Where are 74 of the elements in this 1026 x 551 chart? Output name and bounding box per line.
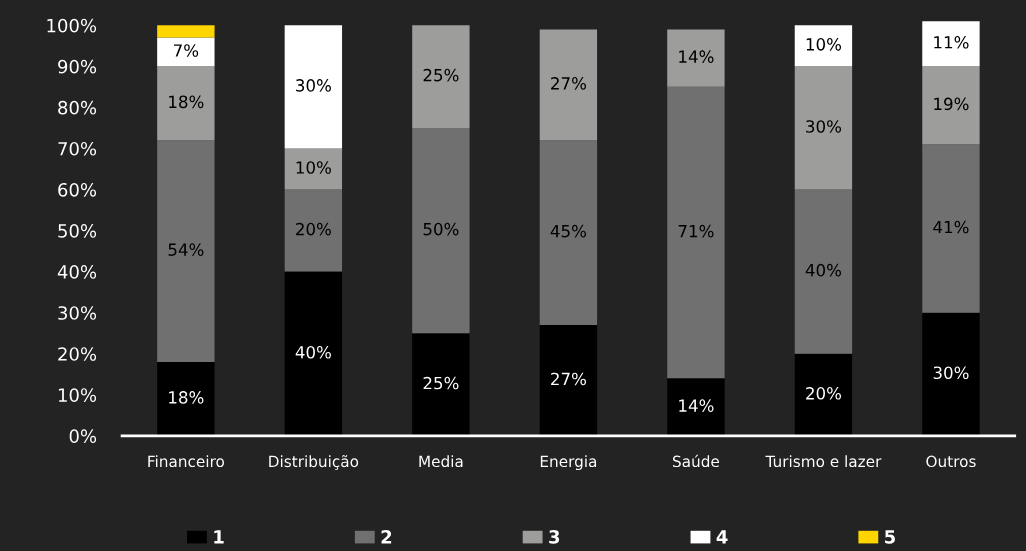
data-label: 20% — [806, 387, 842, 400]
x-tick-label: Media — [419, 455, 463, 468]
data-label: 71% — [678, 224, 714, 238]
bar — [794, 353, 853, 436]
bar — [412, 25, 470, 128]
data-label: 14% — [679, 50, 714, 63]
y-tick-label: 60% — [58, 182, 97, 197]
y-tick-label: 100% — [47, 18, 97, 33]
data-label: 10% — [296, 161, 331, 174]
bar — [284, 25, 343, 149]
bar — [539, 29, 598, 141]
data-label: 45% — [550, 224, 587, 238]
legend-label: 4 — [716, 530, 728, 544]
bar — [157, 361, 215, 436]
bar — [412, 127, 470, 334]
data-label: 50% — [423, 222, 459, 236]
bar — [794, 25, 853, 67]
bar — [922, 21, 980, 67]
data-label: 19% — [934, 97, 969, 111]
x-tick-label: Outros — [926, 455, 976, 468]
x-tick-label: Financeiro — [148, 455, 225, 468]
legend-label: 5 — [885, 530, 895, 544]
data-label: 30% — [806, 120, 842, 133]
bar — [922, 66, 980, 145]
bar — [539, 140, 598, 325]
bar — [794, 189, 853, 354]
y-tick-label: 0% — [69, 429, 97, 443]
x-tick-label: Energia — [540, 455, 597, 471]
data-label: 25% — [423, 68, 459, 82]
bar — [157, 140, 215, 362]
y-tick-label: 10% — [58, 388, 97, 402]
data-label: 41% — [933, 220, 969, 234]
bar — [667, 29, 725, 87]
y-tick-label: 50% — [58, 224, 97, 238]
bar — [157, 25, 215, 38]
bar — [157, 37, 215, 67]
x-tick-label: Distribuição — [269, 455, 359, 470]
y-tick-label: 90% — [58, 59, 97, 74]
data-label: 27% — [551, 77, 587, 90]
data-label: 11% — [934, 36, 969, 49]
y-tick-label: 40% — [57, 265, 97, 279]
legend-label: 2 — [381, 530, 392, 544]
data-label: 30% — [933, 366, 969, 380]
legend-label: 3 — [549, 530, 560, 544]
data-label: 54% — [168, 243, 204, 256]
data-label: 20% — [296, 222, 331, 236]
bar — [157, 66, 215, 141]
bar — [412, 333, 470, 436]
x-tick-label: Turismo e lazer — [765, 455, 882, 468]
y-tick-label: 20% — [58, 347, 97, 361]
y-tick-label: 30% — [58, 306, 97, 320]
data-label: 10% — [806, 38, 842, 51]
x-tick-label: Saúde — [673, 454, 720, 468]
bar — [922, 312, 980, 436]
y-tick-label: 80% — [58, 100, 97, 115]
bar — [667, 378, 725, 436]
data-label: 40% — [295, 345, 331, 359]
data-label: 18% — [169, 95, 204, 109]
legend-label: 1 — [214, 530, 224, 544]
data-label: 27% — [551, 372, 587, 386]
data-label: 18% — [169, 391, 204, 404]
bar — [284, 148, 343, 190]
bar — [284, 189, 343, 272]
bar — [667, 86, 725, 379]
y-tick-label: 70% — [58, 141, 97, 156]
bar — [794, 66, 853, 190]
data-label: 7% — [174, 44, 199, 57]
bar — [539, 324, 598, 436]
data-label: 25% — [423, 376, 459, 390]
bar — [284, 271, 343, 436]
data-label: 40% — [805, 263, 842, 277]
data-label: 30% — [296, 79, 331, 92]
bar — [922, 144, 980, 313]
data-label: 14% — [679, 399, 714, 412]
